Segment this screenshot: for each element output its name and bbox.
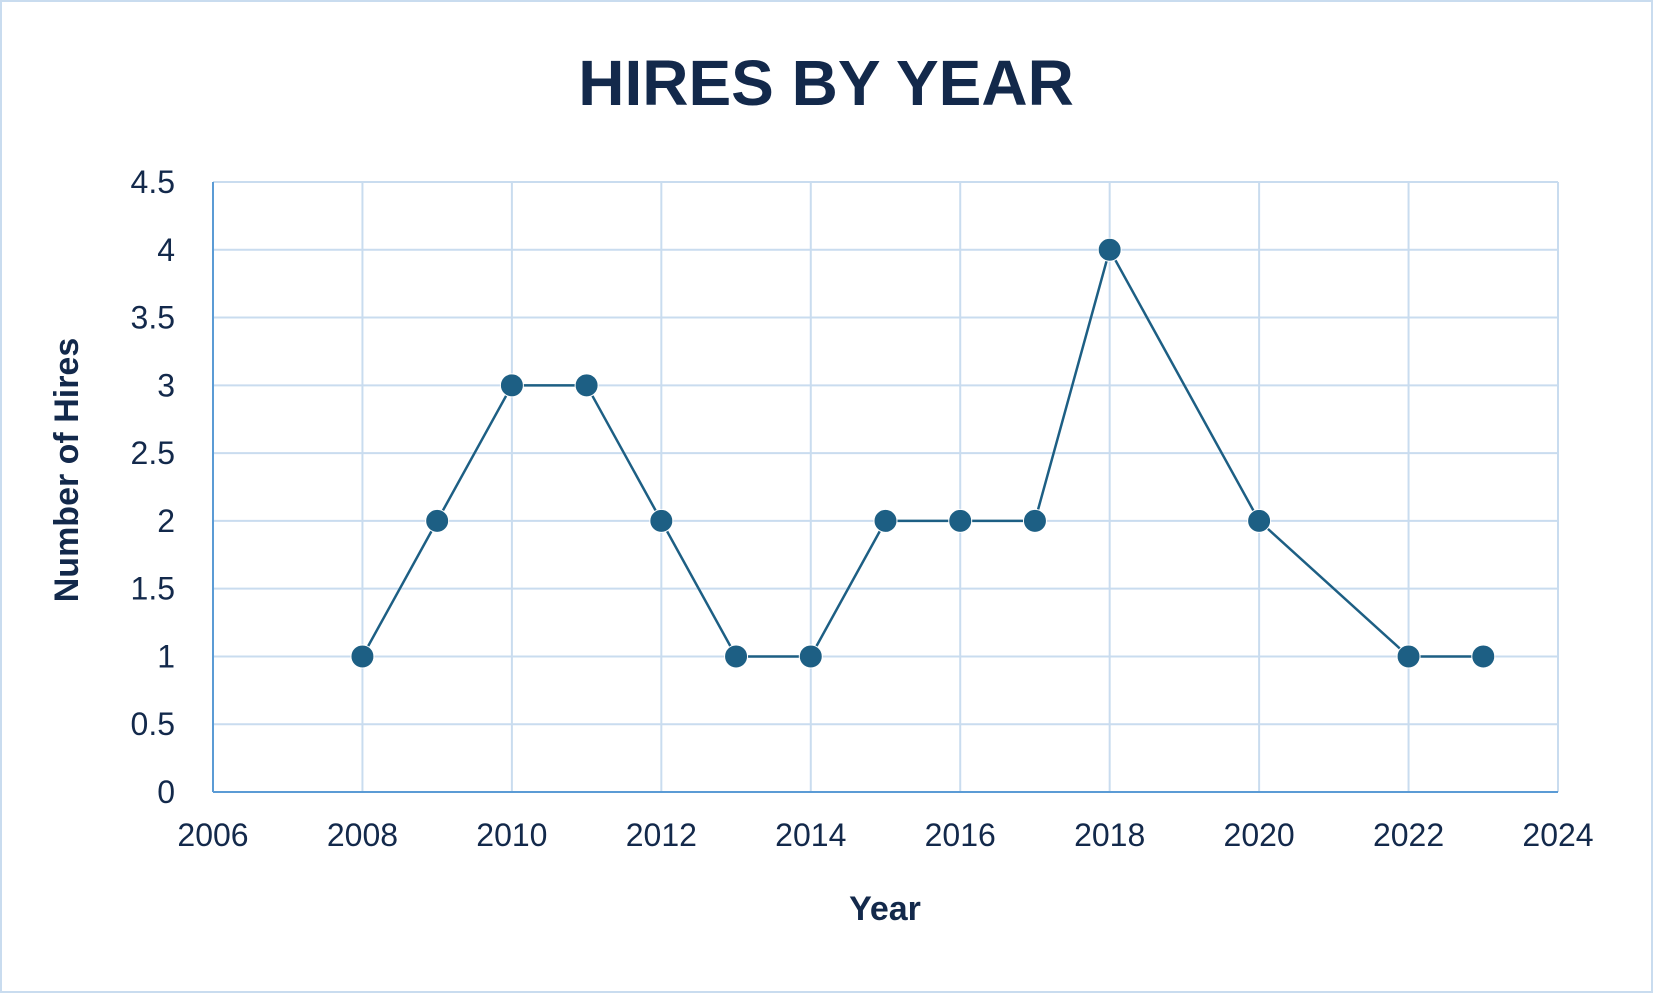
data-point [1396,644,1421,669]
x-tick-label: 2012 [626,817,697,853]
y-tick-label: 4 [157,232,175,268]
y-tick-label: 3.5 [131,300,175,336]
data-point [724,644,749,669]
x-tick-label: 2014 [775,817,846,853]
data-point [1097,237,1122,262]
y-tick-label: 2.5 [131,435,175,471]
x-tick-label: 2006 [177,817,248,853]
y-tick-label: 1 [157,638,175,674]
x-tick-label: 2024 [1522,817,1593,853]
chart-title: HIRES BY YEAR [578,47,1074,119]
data-point [873,508,898,533]
series-line [361,246,1484,658]
x-tick-label: 2020 [1224,817,1295,853]
x-tick-label: 2008 [327,817,398,853]
y-tick-label: 1.5 [131,571,175,607]
y-tick-labels: 0 0.5 1 1.5 2 2.5 3 3.5 4 4.5 [131,164,175,810]
data-point [425,508,450,533]
x-tick-label: 2016 [925,817,996,853]
x-tick-label: 2010 [476,817,547,853]
x-tick-labels: 2006 2008 2010 2012 2014 2016 2018 2020 2022 2024 [177,817,1593,853]
data-point [499,373,524,398]
data-point [350,644,375,669]
y-axis-label: Number of Hires [48,338,86,603]
grid [213,181,1559,792]
data-point [1247,508,1272,533]
series [350,237,1496,669]
data-point [1022,508,1047,533]
data-point [1471,644,1496,669]
data-point [649,508,674,533]
y-tick-label: 0 [157,774,175,810]
y-tick-label: 4.5 [131,164,175,200]
axes [212,182,1558,793]
y-tick-label: 0.5 [131,706,175,742]
data-point [574,373,599,398]
x-axis-label: Year [849,890,921,928]
y-tick-label: 3 [157,367,175,403]
data-point [948,508,973,533]
data-point [798,644,823,669]
x-tick-label: 2018 [1074,817,1145,853]
y-tick-label: 2 [157,503,175,539]
x-tick-label: 2022 [1373,817,1444,853]
